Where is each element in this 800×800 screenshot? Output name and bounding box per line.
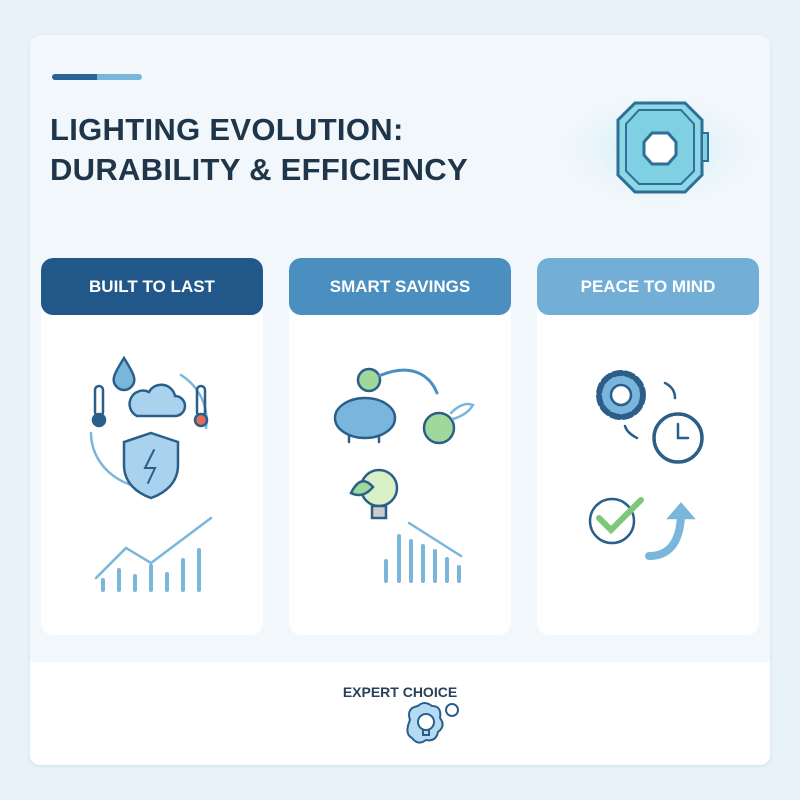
thermometer-icon xyxy=(91,384,107,428)
column-header: SMART SAVINGS xyxy=(289,258,511,315)
column-smart-savings: SMART SAVINGS xyxy=(289,258,511,635)
cloud-icon xyxy=(128,383,187,418)
growth-chart-icon xyxy=(94,516,213,592)
footer-label: EXPERT CHOICE xyxy=(342,684,458,700)
idea-bulb-icon xyxy=(406,702,459,744)
eco-bulb-icon xyxy=(349,468,399,520)
shield-bolt-icon xyxy=(122,431,180,500)
column-peace-to-mind: PEACE TO MIND xyxy=(537,258,759,635)
clock-icon xyxy=(652,412,704,464)
arrow-up-icon xyxy=(645,512,685,560)
gear-icon xyxy=(596,370,646,420)
checkmark-icon xyxy=(588,497,644,545)
dollar-coin-icon xyxy=(356,367,382,393)
declining-chart-icon xyxy=(384,521,463,583)
footer-section: EXPERT CHOICE xyxy=(30,662,770,765)
water-drop-icon xyxy=(112,355,136,392)
column-header: PEACE TO MIND xyxy=(537,258,759,315)
column-header: BUILT TO LAST xyxy=(41,258,263,315)
cycle-arrow-icon xyxy=(623,381,677,440)
page-title: LIGHTING EVOLUTION: DURABILITY & EFFICIE… xyxy=(50,110,468,190)
accent-bar xyxy=(52,74,142,80)
column-built-to-last: BUILT TO LAST xyxy=(41,258,263,635)
piggy-bank-icon xyxy=(333,396,397,440)
thermometer-icon xyxy=(193,384,209,428)
peace-illustration xyxy=(588,370,704,560)
title-line-1: LIGHTING EVOLUTION: xyxy=(50,112,404,147)
durability-illustration xyxy=(89,355,213,592)
octagon-light-icon xyxy=(560,95,760,205)
dollar-coin-icon xyxy=(422,411,456,445)
savings-illustration xyxy=(333,367,475,583)
title-line-2: DURABILITY & EFFICIENCY xyxy=(50,152,468,187)
